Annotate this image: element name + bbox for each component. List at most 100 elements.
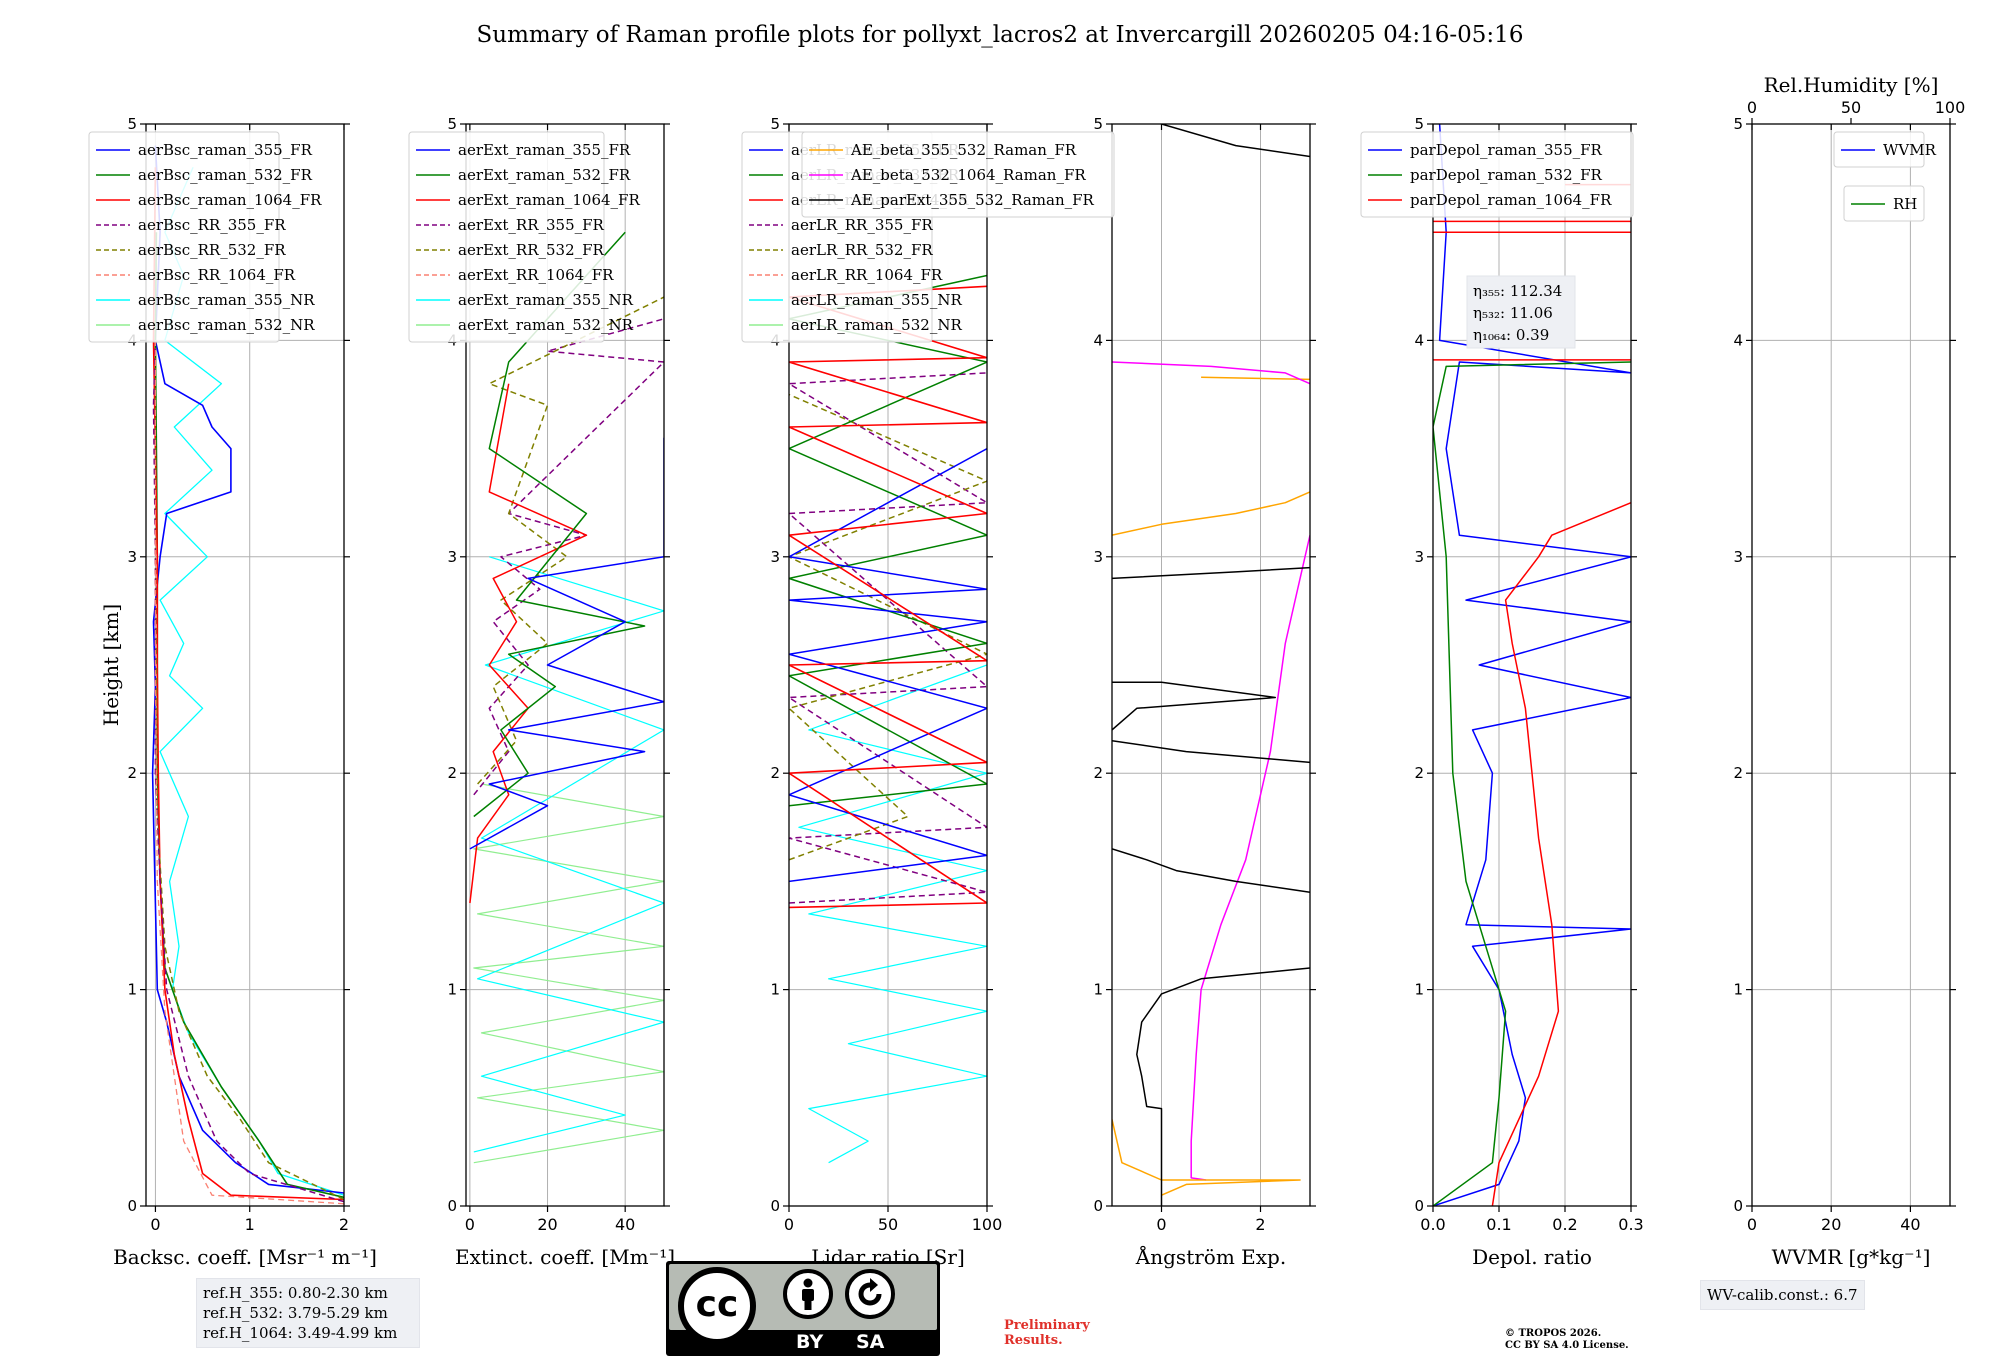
ref-height-1064: ref.H_1064: 3.49-4.99 km <box>203 1324 398 1342</box>
eta-value: η₃₅₅: 112.34 <box>1473 282 1562 300</box>
reference-heights-box: ref.H_355: 0.80-2.30 km ref.H_532: 3.79-… <box>196 1278 420 1348</box>
x-tick-label: 0.3 <box>1618 1215 1643 1234</box>
legend-entry: aerExt_RR_532_FR <box>458 241 605 259</box>
preliminary-note: Preliminary Results. <box>1004 1318 1090 1348</box>
y-tick-label: 5 <box>1414 115 1424 133</box>
legend-entry: aerExt_raman_532_FR <box>458 166 631 184</box>
x-tick-label: 50 <box>878 1215 898 1234</box>
y-tick-label: 0 <box>447 1197 457 1215</box>
x-tick-label: 0.0 <box>1420 1215 1445 1234</box>
y-tick-label: 0 <box>1733 1197 1743 1215</box>
x-tick-label: 20 <box>1821 1215 1841 1234</box>
copyright-line-1: © TROPOS 2026. <box>1505 1328 1602 1339</box>
y-tick-label: 5 <box>447 115 457 133</box>
share-alike-icon <box>845 1269 895 1319</box>
legend-entry: aerLR_RR_1064_FR <box>791 266 943 284</box>
ref-height-532: ref.H_532: 3.79-5.29 km <box>203 1304 388 1322</box>
x-tick-label: 0 <box>150 1215 160 1234</box>
panel-lr: 050100012345Lidar ratio [Sr]aerLR_raman_… <box>741 115 1003 1269</box>
legend-entry: aerBsc_RR_355_FR <box>138 216 286 234</box>
y-tick-label: 0 <box>1414 1197 1424 1215</box>
y-tick-label: 2 <box>1733 764 1743 782</box>
y-tick-label: 4 <box>1733 331 1743 349</box>
y-tick-label: 1 <box>1414 981 1424 999</box>
y-tick-label: 1 <box>127 981 137 999</box>
preliminary-line-2: Results. <box>1004 1333 1063 1348</box>
legend-entry: aerLR_RR_355_FR <box>791 216 933 234</box>
legend-box <box>1360 131 1634 218</box>
y-tick-label: 3 <box>1733 548 1743 566</box>
legend: aerBsc_raman_355_FR aerBsc_raman_532_FRae… <box>88 131 322 343</box>
legend-entry: aerBsc_raman_1064_FR <box>138 191 322 209</box>
x-tick-label: 0.2 <box>1552 1215 1577 1234</box>
cc-icon: cc <box>678 1267 756 1345</box>
cc-sa-label: SA <box>856 1331 885 1353</box>
legend-entry: RH <box>1893 195 1917 213</box>
x-tick-label: 0 <box>784 1215 794 1234</box>
series-line <box>1161 124 1310 158</box>
y-tick-label: 1 <box>447 981 457 999</box>
legend: WVMR <box>1833 131 1937 168</box>
top-tick-label: 100 <box>1935 98 1966 117</box>
x-axis-label: Backsc. coeff. [Msr⁻¹ m⁻¹] <box>113 1245 377 1269</box>
series-line <box>1112 566 1310 580</box>
panel-frame <box>1751 123 1951 1207</box>
y-tick-label: 1 <box>770 981 780 999</box>
legend-entry: aerExt_raman_355_FR <box>458 141 631 159</box>
series-line <box>469 437 664 850</box>
eta-value: η₅₃₂: 11.06 <box>1473 304 1553 322</box>
legend: aerExt_raman_355_FR aerExt_raman_532_FRae… <box>408 131 640 343</box>
legend-entry: aerBsc_raman_532_NR <box>138 316 315 334</box>
legend-entry: AE_beta_532_1064_Raman_FR <box>850 166 1086 184</box>
legend-box <box>801 131 1115 218</box>
y-tick-label: 0 <box>770 1197 780 1215</box>
y-tick-label: 5 <box>770 115 780 133</box>
y-tick-label: 3 <box>1093 548 1103 566</box>
y-tick-label: 0 <box>127 1197 137 1215</box>
series-line <box>1112 361 1310 385</box>
ref-height-355: ref.H_355: 0.80-2.30 km <box>203 1284 388 1302</box>
panel-frame <box>465 123 665 1207</box>
y-tick-label: 0 <box>1093 1197 1103 1215</box>
y-tick-label: 1 <box>1733 981 1743 999</box>
series-line <box>1491 502 1631 1206</box>
y-tick-label: 5 <box>1733 115 1743 133</box>
legend-entry: aerExt_raman_532_NR <box>458 316 634 334</box>
x-axis-label: WVMR [g*kg⁻¹] <box>1772 1245 1931 1269</box>
y-tick-label: 1 <box>1093 981 1103 999</box>
series-line <box>477 296 664 785</box>
panel-frame <box>145 123 345 1207</box>
figure-title: Summary of Raman profile plots for polly… <box>476 22 1524 48</box>
legend-entry: aerBsc_RR_1064_FR <box>138 266 296 284</box>
x-axis-label: Extinct. coeff. [Mm⁻¹] <box>455 1245 675 1269</box>
legend-entry: parDepol_raman_532_FR <box>1410 166 1603 184</box>
y-tick-label: 2 <box>127 764 137 782</box>
series-line <box>789 372 987 904</box>
cc-license-logo: cc BY SA <box>666 1261 940 1356</box>
series-group <box>151 145 344 1205</box>
series-line <box>798 664 987 1164</box>
legend: AE_beta_355_532_Raman_FR AE_beta_532_1064… <box>801 131 1115 218</box>
series-line <box>473 783 664 1164</box>
x-tick-label: 100 <box>972 1215 1003 1234</box>
x-tick-label: 0 <box>1747 1215 1757 1234</box>
legend-box <box>88 131 280 343</box>
series-line <box>469 383 588 904</box>
attribution-icon <box>783 1269 833 1319</box>
panel-bsc: 012012345Backsc. coeff. [Msr⁻¹ m⁻¹]aerBs… <box>88 115 377 1269</box>
legend-entry: aerLR_RR_532_FR <box>791 241 933 259</box>
legend-entry: AE_beta_355_532_Raman_FR <box>850 141 1077 159</box>
legend-entry: aerBsc_RR_532_FR <box>138 241 286 259</box>
panel-depol: 0.0 0.1 0.2 0.3 0 1 2 3 4 5 Depol. ratio parDepol_r… <box>1360 115 1644 1269</box>
legend-entry: aerExt_RR_355_FR <box>458 216 605 234</box>
panel-ext: 02040012345Extinct. coeff. [Mm⁻¹]aerExt_… <box>408 115 675 1269</box>
legend-entry: aerBsc_raman_532_FR <box>138 166 313 184</box>
top-tick-label: 50 <box>1841 98 1861 117</box>
legend-entry: parDepol_raman_355_FR <box>1410 141 1603 159</box>
top-axis-label: Rel.Humidity [%] <box>1764 73 1939 97</box>
series-line <box>473 318 664 796</box>
y-tick-label: 4 <box>1093 331 1103 349</box>
y-tick-label: 2 <box>1414 764 1424 782</box>
series-line <box>1112 681 1277 731</box>
